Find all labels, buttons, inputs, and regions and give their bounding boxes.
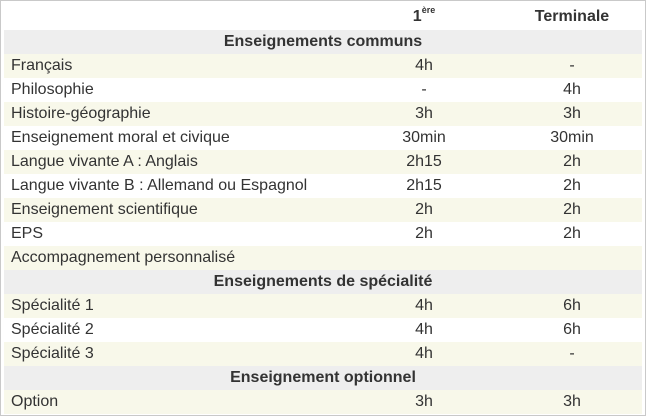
table-row: Histoire-géographie 3h 3h [4, 102, 642, 126]
table-row: Langue vivante B : Allemand ou Espagnol 2… [4, 174, 642, 198]
table-row: Français 4h - [4, 54, 642, 78]
premiere-hours-cell: 2h15 [406, 177, 442, 194]
header-row: 1ère Terminale [4, 4, 642, 30]
header-premiere: 1ère [346, 4, 502, 30]
schedule-body: Enseignements communs Français 4h - Philosop… [4, 30, 642, 414]
section-title: Enseignement optionnel [230, 369, 416, 386]
section-title: Enseignements communs [223, 33, 423, 50]
section-header-row: Enseignements communs [4, 30, 642, 54]
premiere-hours-cell: 2h [415, 225, 433, 242]
premiere-hours-cell: - [421, 81, 427, 98]
premiere-hours-cell: 2h15 [406, 153, 442, 170]
terminale-hours-cell: 3h [563, 393, 581, 410]
premiere-hours-cell: 3h [415, 393, 433, 410]
table-row: Langue vivante A : Anglais 2h15 2h [4, 150, 642, 174]
subject-cell: Spécialité 2 [11, 321, 94, 338]
terminale-hours-cell: 6h [563, 321, 581, 338]
subject-cell: Spécialité 1 [11, 297, 94, 314]
terminale-hours-cell: 2h [563, 201, 581, 218]
terminale-hours-cell [502, 246, 642, 270]
subject-cell: Français [11, 57, 73, 74]
premiere-hours-cell [346, 246, 502, 270]
premiere-hours-cell: 2h [415, 201, 433, 218]
section-title: Enseignements de spécialité [213, 273, 433, 290]
premiere-hours-cell: 4h [415, 297, 433, 314]
subject-cell: Enseignement moral et civique [11, 129, 230, 146]
subject-cell: Histoire-géographie [11, 105, 151, 122]
table-row: Philosophie - 4h [4, 78, 642, 102]
premiere-hours-cell: 4h [415, 57, 433, 74]
terminale-hours-cell: 2h [563, 177, 581, 194]
terminale-hours-cell: 4h [563, 81, 581, 98]
header-premiere-sup: ère [421, 4, 436, 15]
header-premiere-main: 1 [412, 8, 422, 25]
subject-cell: Langue vivante A : Anglais [11, 153, 198, 170]
table-row: Enseignement scientifique 2h 2h [4, 198, 642, 222]
section-header-row: Enseignement optionnel [4, 366, 642, 390]
terminale-hours-cell: 2h [563, 225, 581, 242]
premiere-hours-cell: 4h [415, 321, 433, 338]
terminale-hours-cell: 3h [563, 105, 581, 122]
terminale-hours-cell: 2h [563, 153, 581, 170]
table-row: Option 3h 3h [4, 390, 642, 414]
terminale-hours-cell: - [569, 57, 575, 74]
subject-cell: Accompagnement personnalisé [11, 249, 236, 266]
table-row: EPS 2h 2h [4, 222, 642, 246]
section-header-row: Enseignements de spécialité [4, 270, 642, 294]
terminale-hours-cell: 30min [550, 129, 594, 146]
schedule-table: 1ère Terminale Enseignements communs Fran… [4, 4, 642, 414]
header-subject [4, 4, 346, 30]
terminale-hours-cell: 6h [563, 297, 581, 314]
subject-cell: EPS [11, 225, 44, 242]
premiere-hours-cell: 30min [402, 129, 446, 146]
table-row: Accompagnement personnalisé [4, 246, 642, 270]
subject-cell: Enseignement scientifique [11, 201, 198, 218]
table-row: Spécialité 3 4h - [4, 342, 642, 366]
header-terminale: Terminale [534, 8, 610, 25]
premiere-hours-cell: 3h [415, 105, 433, 122]
table-row: Spécialité 2 4h 6h [4, 318, 642, 342]
subject-cell: Philosophie [11, 81, 94, 98]
table-row: Enseignement moral et civique 30min 30min [4, 126, 642, 150]
subject-cell: Langue vivante B : Allemand ou Espagnol [11, 177, 308, 194]
premiere-hours-cell: 4h [415, 345, 433, 362]
subject-cell: Spécialité 3 [11, 345, 94, 362]
subject-cell: Option [11, 393, 59, 410]
table-row: Spécialité 1 4h 6h [4, 294, 642, 318]
terminale-hours-cell: - [569, 345, 575, 362]
